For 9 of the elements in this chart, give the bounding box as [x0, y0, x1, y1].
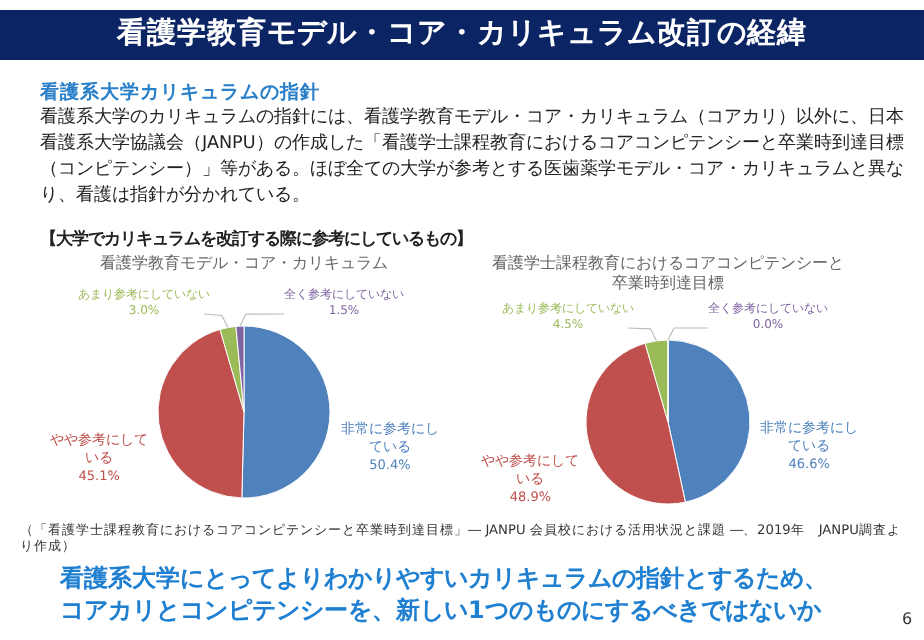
- text: 看護系大学にとってよりわかりやすいカリキュラムの指針とするため、: [60, 562, 828, 594]
- text: 【大学でカリキュラムを改訂する際に参考にしているもの】: [40, 228, 472, 250]
- chart-title: 看護学教育モデル・コア・カリキュラム: [100, 254, 388, 272]
- chart-title: 看護学士課程教育におけるコアコンピテンシーと卒業時到達目標: [492, 254, 844, 292]
- text: 看護系大学のカリキュラムの指針には、看護学教育モデル・コア・カリキュラム（コアカリ）以外に、日本看護系大学協議会（JANPU）の作成した「看護学士課程教育におけるコアコンピテンシーと卒業時到達目標（コンピテンシー）」等がある。ほぼ全ての大学が参考とする医歯薬学モデル・コア・カリキュラムと異なり、看護は指針が分かれている。: [40, 106, 906, 210]
- text: 看護学教育モデル・コア・カリキュラム改訂の経緯: [0, 10, 924, 60]
- text: コアカリとコンピテンシーを、新しい1つのものにするべきではないか: [60, 594, 821, 626]
- text: 看護系大学カリキュラムの指針: [40, 80, 320, 106]
- text: 6: [902, 610, 913, 628]
